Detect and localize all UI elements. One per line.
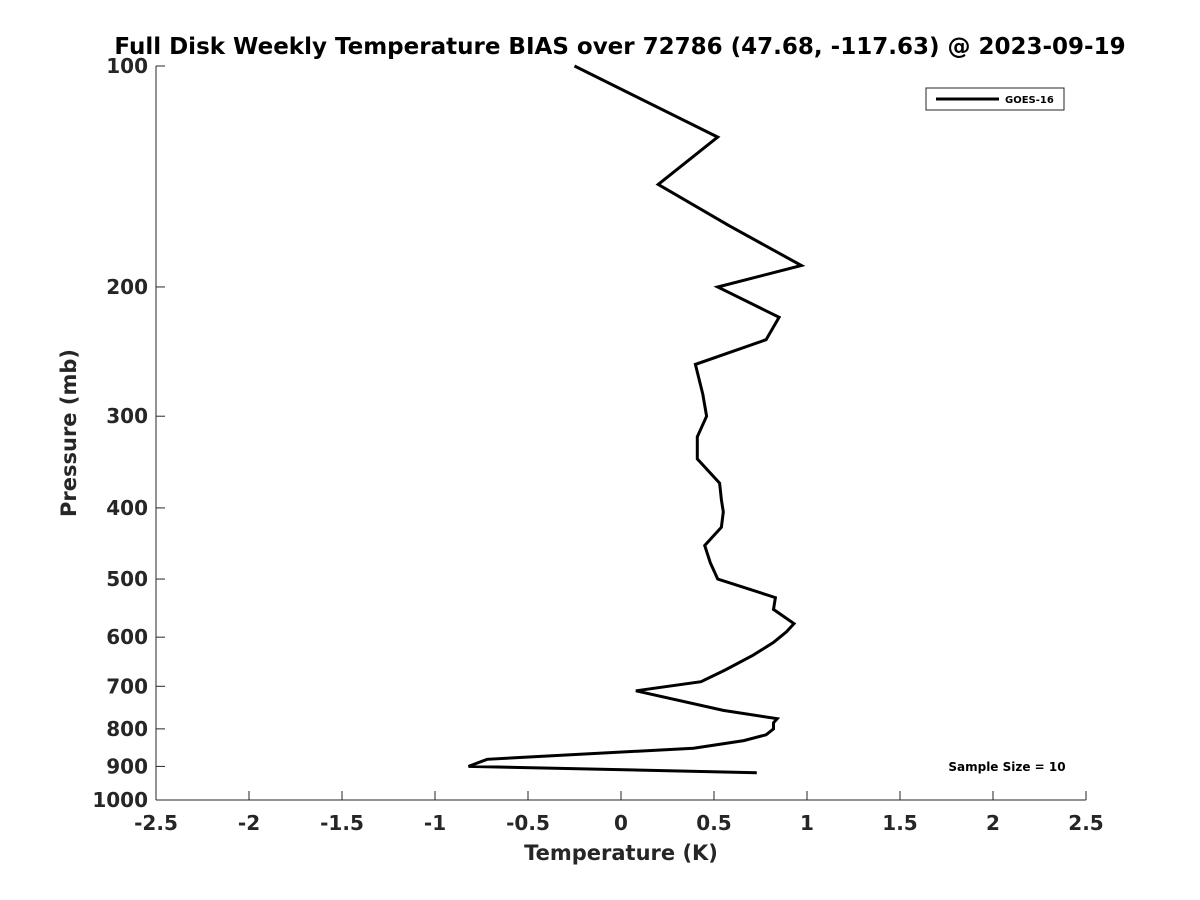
x-tick-label: -2 (238, 811, 260, 835)
y-tick-label: 700 (106, 674, 148, 698)
x-ticks: -2.5 -2 -1.5 -1 -0.5 0 0.5 1 1.5 2 2.5 (134, 791, 1104, 835)
x-axis-label: Temperature (K) (524, 841, 718, 865)
x-tick-label: 0.5 (696, 811, 731, 835)
axes (155, 66, 1086, 801)
y-ticks: 100 200 300 400 500 600 700 800 900 1000 (92, 54, 165, 812)
y-tick-label: 300 (106, 404, 148, 428)
chart-title: Full Disk Weekly Temperature BIAS over 7… (114, 34, 1125, 60)
legend: GOES-16 (925, 87, 1065, 111)
y-axis-label: Pressure (mb) (57, 349, 81, 517)
y-tick-label: 100 (106, 54, 148, 78)
x-tick-label: -1 (424, 811, 446, 835)
y-tick-label: 1000 (92, 788, 148, 812)
y-tick-label: 900 (106, 754, 148, 778)
y-tick-label: 400 (106, 496, 148, 520)
sample-size-annotation: Sample Size = 10 (948, 760, 1065, 774)
x-tick-label: 0 (614, 811, 628, 835)
y-tick-label: 800 (106, 717, 148, 741)
x-tick-label: 2 (986, 811, 1000, 835)
y-tick-label: 500 (106, 567, 148, 591)
x-tick-label: 1.5 (882, 811, 917, 835)
x-tick-label: -2.5 (134, 811, 178, 835)
x-tick-label: -0.5 (506, 811, 550, 835)
y-tick-label: 200 (106, 275, 148, 299)
x-tick-label: 2.5 (1068, 811, 1103, 835)
x-tick-label: 1 (800, 811, 814, 835)
series-layer (467, 64, 806, 775)
legend-label-goes-16: GOES-16 (1005, 95, 1054, 106)
x-tick-label: -1.5 (320, 811, 364, 835)
series-line-goes-16 (467, 64, 806, 775)
y-tick-label: 600 (106, 625, 148, 649)
